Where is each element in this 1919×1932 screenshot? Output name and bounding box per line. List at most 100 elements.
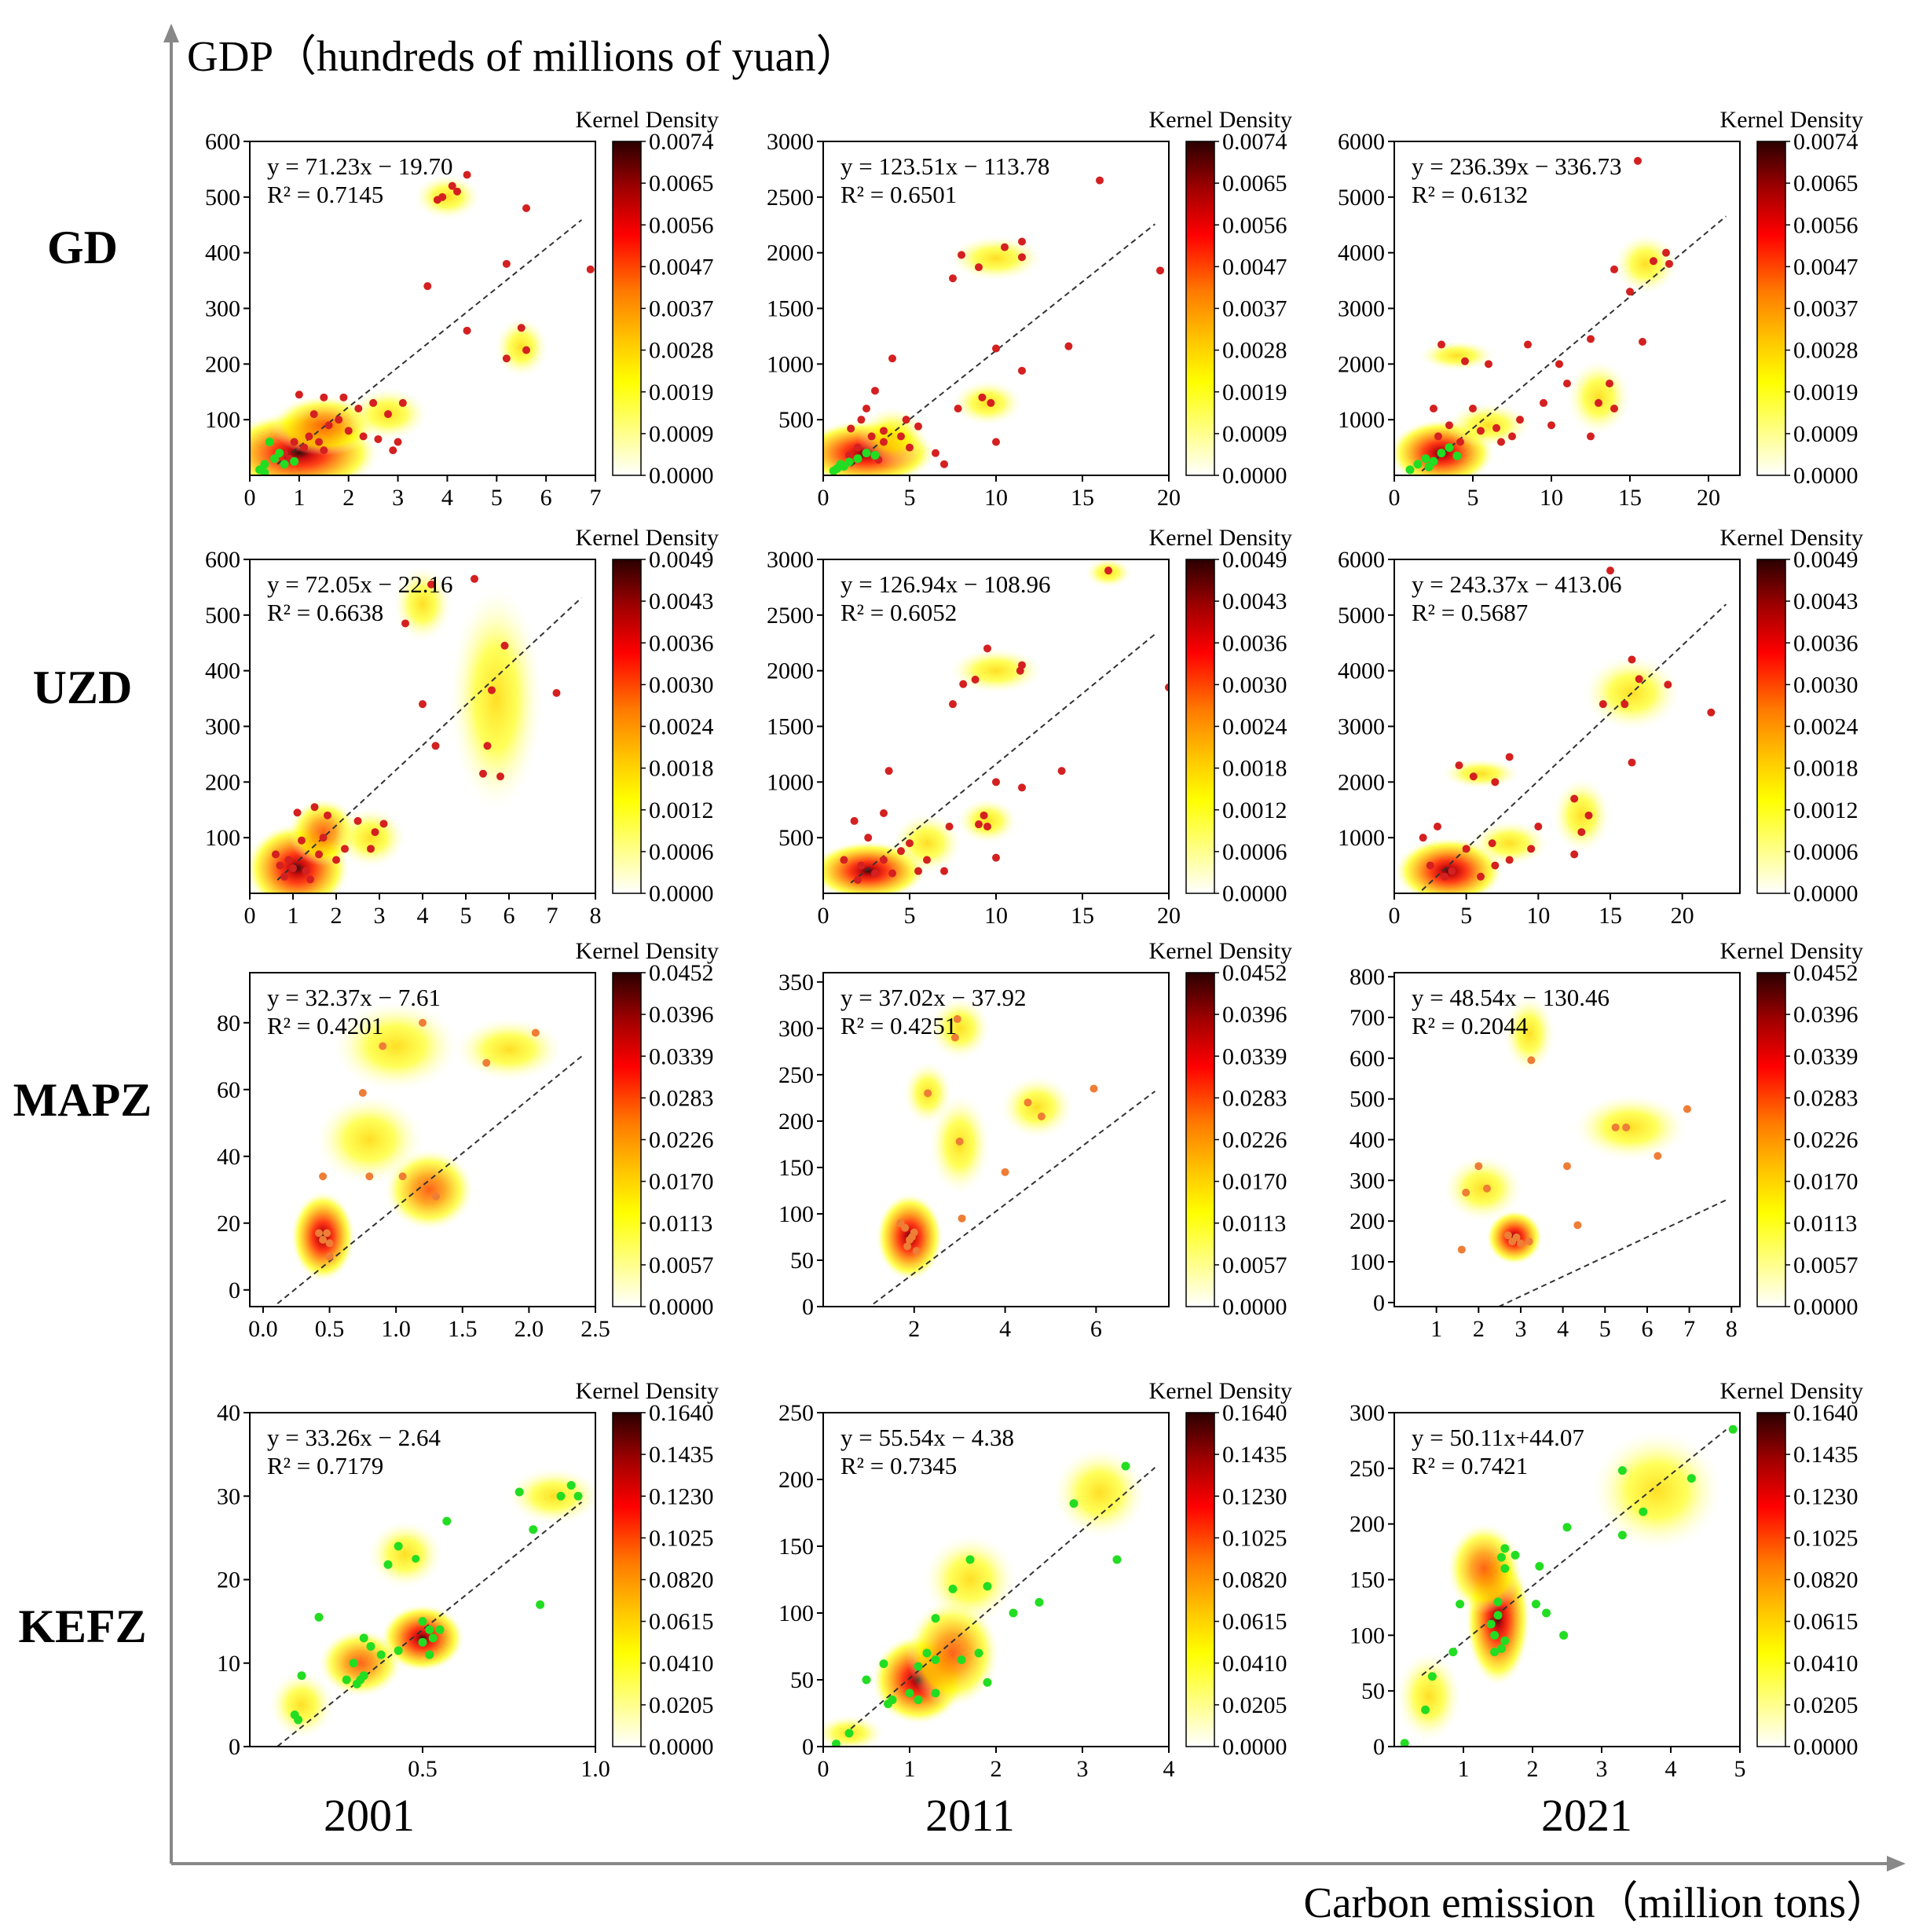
colorbar-tick-label: 0.0018: [1793, 756, 1859, 782]
data-point: [954, 405, 962, 412]
data-point: [880, 856, 888, 864]
data-point: [305, 432, 313, 441]
data-point: [1534, 823, 1543, 830]
data-point: [517, 324, 526, 332]
row-label-uzd: UZD: [33, 662, 133, 713]
data-point-green: [294, 1715, 303, 1725]
y-tick-label: 20: [217, 1567, 240, 1593]
data-point-green: [260, 460, 269, 469]
x-tick-label: 2.5: [580, 1316, 610, 1342]
data-point-green: [280, 460, 289, 469]
data-point-green: [376, 1650, 386, 1659]
colorbar-title: Kernel Density: [576, 938, 719, 964]
data-point-green: [1542, 1608, 1551, 1618]
x-tick-label: 0: [818, 1756, 829, 1782]
data-point: [975, 263, 983, 272]
y-tick-label: 600: [205, 129, 240, 155]
density-blob: [1613, 233, 1678, 295]
y-tick-label: 0: [802, 1294, 814, 1320]
data-point-green: [844, 1729, 854, 1738]
data-point-green: [1413, 460, 1423, 469]
y-tick-label: 500: [778, 825, 814, 851]
y-tick-label: 3000: [1338, 296, 1385, 322]
data-point: [862, 405, 870, 412]
panel-gd-2011: 0 5 10 15 20 500 1000 1500 2000 2500 3000 y = 123.5…: [767, 107, 1292, 511]
colorbar-tick-label: 0.1435: [649, 1442, 714, 1468]
data-point-green: [1493, 1597, 1503, 1607]
row-label-mapz: MAPZ: [13, 1074, 152, 1126]
density-blob: [892, 813, 962, 874]
data-point: [1587, 432, 1595, 441]
data-point-green: [879, 1659, 888, 1669]
data-point-green: [1500, 1564, 1510, 1573]
fit-line-gd-2021: [1421, 215, 1727, 472]
x-tick-label: 10: [1526, 903, 1550, 929]
density-blob: [455, 1017, 563, 1081]
data-point: [953, 1015, 961, 1024]
colorbar-tick-label: 0.1640: [1222, 1400, 1287, 1426]
data-point-green: [349, 1659, 358, 1668]
y-tick-label: 200: [1350, 1208, 1385, 1234]
density-blob: [1566, 360, 1631, 435]
data-point-green: [428, 1633, 438, 1643]
y-tick-label: 250: [778, 1062, 814, 1088]
data-point: [1057, 767, 1066, 775]
data-point-green: [383, 1560, 393, 1569]
colorbar-tick-label: 0.0410: [649, 1651, 714, 1677]
y-tick-label: 1000: [767, 351, 814, 377]
density-blob: [1446, 1523, 1522, 1614]
data-point: [932, 449, 939, 457]
fit-equation: y = 123.51x − 113.78: [840, 152, 1049, 180]
colorbar-tick-label: 0.0396: [1793, 1002, 1859, 1028]
colorbar-tick-label: 0.0009: [649, 421, 714, 447]
colorbar-tick-label: 0.1025: [1222, 1525, 1287, 1551]
data-point-green: [1405, 465, 1415, 475]
density-layer-gd-2011: [823, 236, 1043, 475]
data-point: [1621, 700, 1629, 709]
x-tick-label: 1: [904, 1756, 916, 1782]
data-point-green: [1009, 1608, 1018, 1618]
data-point: [522, 346, 530, 354]
colorbar-tick-label: 0.0009: [1793, 421, 1859, 447]
x-tick-label: 3: [1596, 1756, 1608, 1782]
colorbar-tick-label: 0.0226: [1793, 1127, 1859, 1153]
fit-r-squared: R² = 0.7421: [1412, 1452, 1528, 1479]
data-point: [1610, 265, 1618, 273]
data-point: [888, 354, 896, 363]
x-tick-label: 1.0: [381, 1316, 411, 1342]
data-point-green: [870, 451, 880, 460]
colorbar-tick-label: 0.0012: [1793, 797, 1859, 823]
data-point-green: [1493, 1611, 1503, 1620]
x-tick-label: 0.5: [408, 1756, 438, 1782]
data-point-green: [1035, 1597, 1044, 1607]
y-tick-label: 200: [1350, 1512, 1385, 1538]
x-tick-label: 4: [1665, 1756, 1677, 1782]
y-tick-label: 100: [778, 1600, 814, 1626]
colorbar-title: Kernel Density: [576, 107, 719, 133]
data-point-green: [983, 1677, 992, 1687]
data-point: [394, 438, 402, 446]
fit-r-squared: R² = 0.7345: [840, 1452, 957, 1479]
data-point: [857, 416, 866, 424]
data-point: [1505, 856, 1514, 864]
data-point: [987, 398, 995, 407]
data-point: [906, 839, 914, 848]
y-tick-label: 250: [778, 1400, 814, 1426]
data-point: [923, 856, 931, 864]
colorbar-tick-label: 0.1435: [1793, 1442, 1859, 1468]
colorbar-tick-label: 0.0019: [649, 379, 714, 405]
colorbar-tick-label: 0.0036: [1222, 630, 1287, 656]
data-point-green: [884, 1699, 892, 1709]
y-tick-label: 400: [1350, 1127, 1385, 1153]
colorbar-tick-label: 0.0000: [649, 463, 714, 489]
colorbar-tick-label: 0.0113: [649, 1211, 712, 1237]
colorbar-tick-label: 0.0283: [649, 1085, 714, 1111]
colorbar-tick-label: 0.0028: [1793, 338, 1859, 364]
colorbar-tick-label: 0.0000: [649, 881, 714, 907]
data-point-green: [418, 1637, 427, 1647]
colorbar-tick-label: 0.1640: [649, 1400, 714, 1426]
data-point: [471, 574, 478, 583]
data-point: [502, 259, 511, 268]
y-tick-label: 2000: [767, 658, 814, 684]
data-point: [1437, 340, 1445, 349]
